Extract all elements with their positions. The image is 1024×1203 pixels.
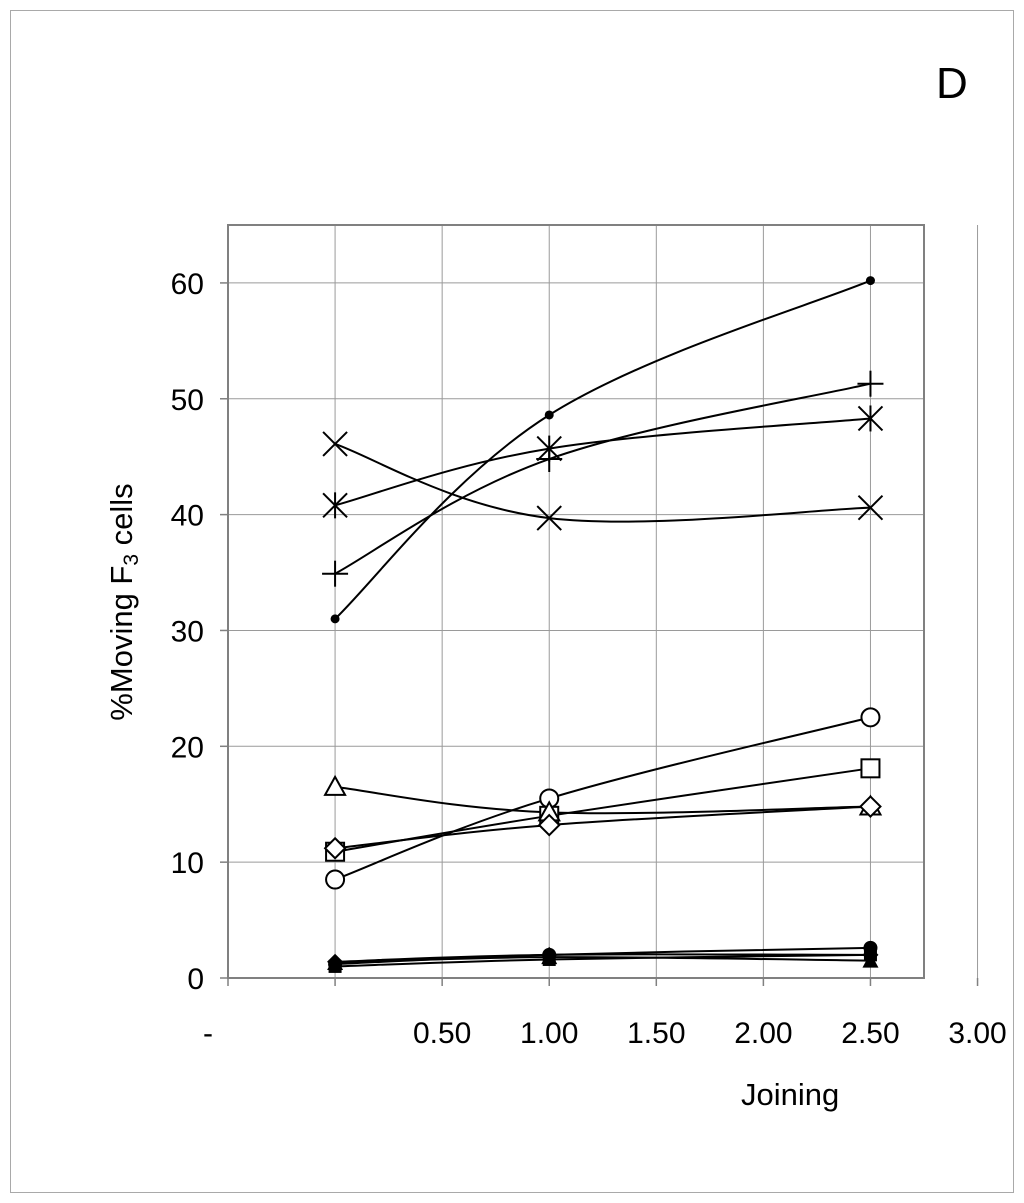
marker-small-dot xyxy=(865,276,875,286)
marker-diamond xyxy=(323,836,347,860)
series-line-small-dot xyxy=(334,279,871,620)
marker-plus xyxy=(322,560,349,587)
x-tick-label: 2.00 xyxy=(734,1017,792,1050)
marker-diamond xyxy=(859,795,882,818)
plot-area xyxy=(227,224,925,979)
x-axis-label: Joining xyxy=(741,1077,839,1112)
x-tick-labels: - 0.50 1.00 1.50 2.00 2.50 3.00 xyxy=(203,1017,1007,1050)
marker-filled-triangle xyxy=(862,952,879,968)
x-tick-label: 1.00 xyxy=(520,1017,578,1050)
series-line-filled-square xyxy=(335,953,871,968)
x-tick-label: - xyxy=(203,1017,213,1050)
marker-diamond xyxy=(537,813,561,837)
marker-asterisk xyxy=(536,435,562,462)
series-markers xyxy=(322,276,884,973)
y-tick-labels: 0 10 20 30 40 50 60 xyxy=(171,268,204,996)
marker-small-dot xyxy=(330,614,340,624)
marker-filled-triangle xyxy=(327,954,344,970)
series-line-filled-diamond xyxy=(335,953,871,963)
marker-asterisk xyxy=(322,492,348,519)
marker-plus xyxy=(857,370,884,397)
marker-square xyxy=(860,758,881,779)
x-tick-label: 2.50 xyxy=(841,1017,899,1050)
marker-x-cross xyxy=(322,431,348,457)
series-line-triangle xyxy=(334,785,871,815)
y-tick-label: 20 xyxy=(171,731,204,764)
marker-filled-triangle xyxy=(541,949,558,965)
y-tick-label: 50 xyxy=(171,384,204,417)
y-tick-label: 0 xyxy=(187,963,204,996)
marker-small-dot xyxy=(544,410,554,420)
marker-asterisk xyxy=(857,405,884,432)
x-tick-label: 1.50 xyxy=(627,1017,685,1050)
series-lines xyxy=(334,279,871,968)
marker-x-cross xyxy=(857,494,884,521)
marker-x-cross xyxy=(536,505,562,531)
figure-frame xyxy=(10,10,1014,1193)
x-tick-label: 0.50 xyxy=(413,1017,471,1050)
y-tick-label: 10 xyxy=(171,847,204,880)
y-axis-label: %Moving F3 cells xyxy=(104,483,143,720)
series-line-filled-triangle xyxy=(335,956,871,964)
y-tick-label: 40 xyxy=(171,500,204,533)
y-tick-label: 30 xyxy=(171,615,204,648)
y-tick-label: 60 xyxy=(171,268,204,301)
marker-circle xyxy=(325,869,346,890)
series-line-asterisk xyxy=(334,417,871,507)
marker-triangle xyxy=(323,774,347,796)
marker-circle xyxy=(860,707,881,728)
series-line-x-cross xyxy=(334,443,871,523)
x-tick-label: 3.00 xyxy=(948,1017,1006,1050)
panel-label: D xyxy=(936,59,968,108)
